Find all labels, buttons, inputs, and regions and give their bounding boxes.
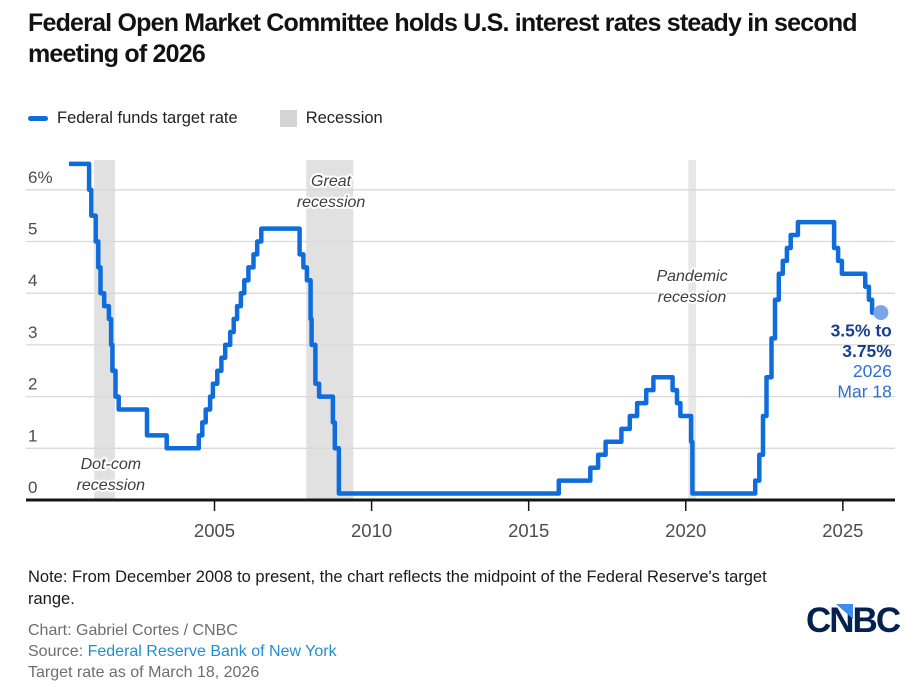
cnbc-logo: CNBC <box>806 599 916 643</box>
y-tick-label: 0 <box>28 478 37 497</box>
source-label: Source: <box>28 643 88 660</box>
chart-credit: Chart: Gabriel Cortes / CNBC <box>28 622 238 639</box>
y-tick-label: 5 <box>28 220 37 239</box>
source-line: Source: Federal Reserve Bank of New York <box>28 641 337 662</box>
page-title: Federal Open Market Committee holds U.S.… <box>28 9 858 68</box>
y-tick-label: 6% <box>28 168 53 187</box>
y-tick-label: 2 <box>28 375 37 394</box>
y-tick-label: 1 <box>28 426 37 445</box>
legend-item-recession: Recession <box>279 109 383 128</box>
recession-annotation: Pandemic <box>656 268 727 285</box>
cnbc-logo-text: CNBC <box>806 601 901 640</box>
x-tick-label: 2005 <box>194 520 235 541</box>
recession-annotation: recession <box>77 477 146 494</box>
fed-funds-rate-chart: 6% 5 4 3 2 1 0 2005 2010 2015 2020 2025 Dot-com reces… <box>26 160 895 541</box>
legend: Federal funds target rate Recession <box>28 109 383 128</box>
y-tick-label: 3 <box>28 323 37 342</box>
x-tick-label: 2020 <box>665 520 706 541</box>
recession-annotation: recession <box>658 289 727 306</box>
legend-recession-label: Recession <box>305 109 383 127</box>
end-point-label-line: 2026 <box>853 361 892 381</box>
as-of-line: Target rate as of March 18, 2026 <box>28 664 260 681</box>
line-swatch-icon <box>28 116 48 121</box>
recession-annotation: Great <box>311 173 352 190</box>
recession-band <box>688 160 697 500</box>
band-swatch-icon <box>279 110 297 127</box>
rate-line <box>69 161 881 496</box>
end-point-label-line: 3.5% to <box>831 321 892 341</box>
recession-annotation: Dot-com <box>81 456 141 473</box>
x-tick-label: 2025 <box>822 520 863 541</box>
end-point-label-line: 3.75% <box>842 341 892 361</box>
legend-rate-label: Federal funds target rate <box>57 109 238 127</box>
x-tick-label: 2010 <box>351 520 392 541</box>
legend-item-rate: Federal funds target rate <box>28 109 238 128</box>
cnbc-peacock-triangle-icon <box>836 604 853 619</box>
end-point-label-line: Mar 18 <box>837 381 891 401</box>
x-tick-label: 2015 <box>508 520 549 541</box>
source-link[interactable]: Federal Reserve Bank of New York <box>87 643 337 660</box>
end-point-marker <box>873 305 889 321</box>
recession-annotation: recession <box>297 194 366 211</box>
recession-band <box>306 160 354 500</box>
y-tick-label: 4 <box>28 271 37 290</box>
chart-note: Note: From December 2008 to present, the… <box>28 568 767 608</box>
